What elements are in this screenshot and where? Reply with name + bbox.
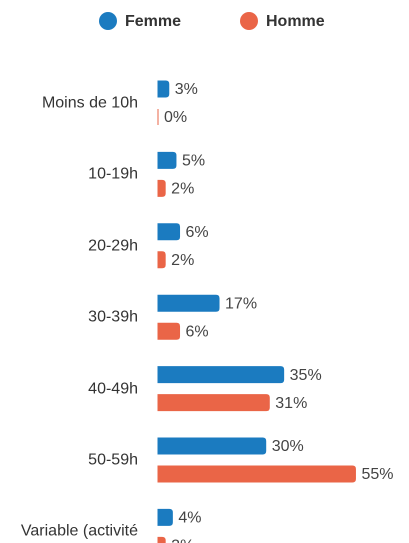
- bar: [157, 80, 170, 98]
- bar: [157, 179, 166, 197]
- value-label: 4%: [178, 510, 201, 527]
- bar: [157, 294, 220, 312]
- category-label: Moins de 10h: [41, 94, 138, 112]
- value-label: 0%: [164, 109, 187, 126]
- value-label: 2%: [171, 538, 194, 543]
- category-label: 10-19h: [88, 165, 138, 183]
- category-label: 20-29h: [88, 237, 138, 255]
- category-label: 50-59h: [88, 451, 138, 469]
- value-label: 6%: [186, 323, 209, 340]
- bar: [157, 322, 181, 340]
- bar: [157, 151, 177, 169]
- bar: [157, 465, 356, 483]
- bar: [157, 366, 285, 384]
- bar: [157, 223, 181, 241]
- legend-label: Homme: [266, 13, 325, 30]
- value-label: 6%: [186, 224, 209, 241]
- category-label: Variable (activité: [20, 522, 138, 540]
- bar: [157, 536, 166, 543]
- value-label: 31%: [275, 395, 307, 412]
- bar: [157, 251, 166, 269]
- value-label: 2%: [171, 181, 194, 198]
- legend-marker: [99, 12, 117, 30]
- category-label: 30-39h: [88, 308, 138, 326]
- value-label: 17%: [225, 295, 257, 312]
- category-label: 40-49h: [88, 380, 138, 398]
- bar: [157, 508, 173, 526]
- value-label: 30%: [272, 438, 304, 455]
- legend-marker: [240, 12, 258, 30]
- value-label: 35%: [290, 367, 322, 384]
- legend-label: Femme: [125, 13, 181, 30]
- value-label: 5%: [182, 153, 205, 170]
- bar: [157, 437, 267, 455]
- bar: [157, 394, 270, 412]
- value-label: 3%: [175, 81, 198, 98]
- value-label: 2%: [171, 252, 194, 269]
- value-label: 55%: [361, 466, 393, 483]
